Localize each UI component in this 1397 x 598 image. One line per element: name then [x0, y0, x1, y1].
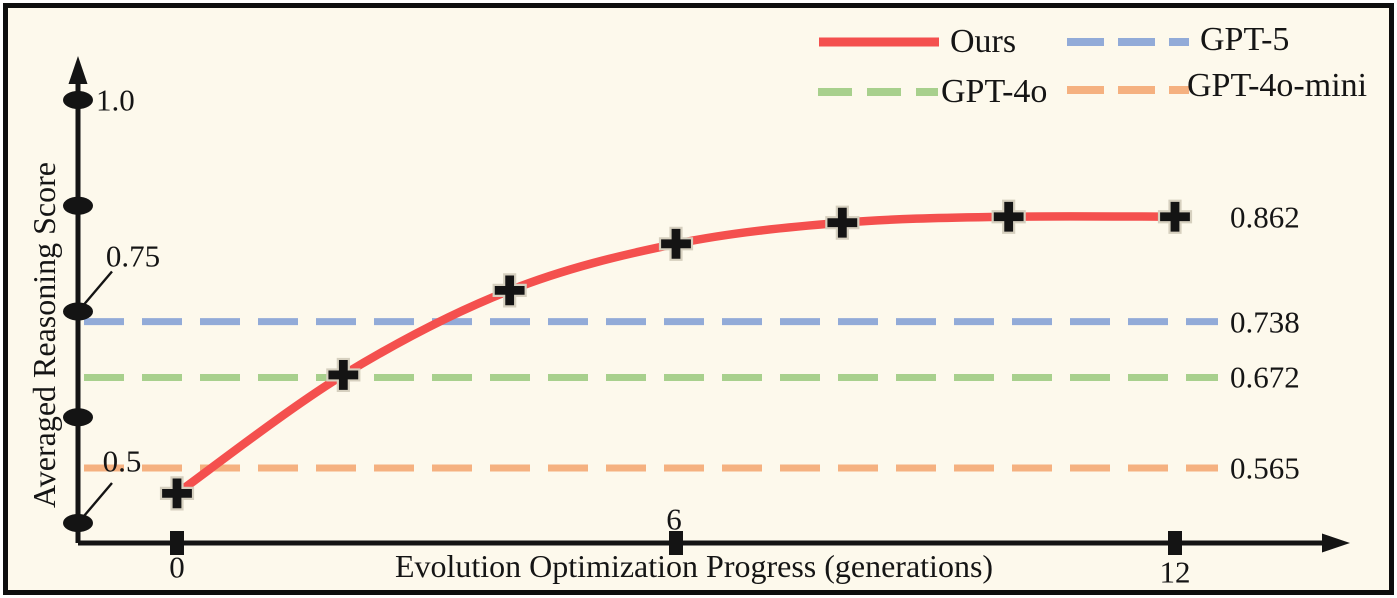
y-tick-label-0-75: 0.75: [105, 238, 161, 274]
value-label-gpt-5: 0.738: [1230, 304, 1300, 340]
value-label-gpt-4o-mini: 0.565: [1230, 450, 1300, 486]
legend-label-gpt-4o-mini: GPT-4o-mini: [1187, 67, 1368, 104]
x-tick-label-6: 6: [666, 501, 682, 537]
legend-line-gpt-4o: [818, 88, 938, 96]
legend-label-gpt-4o: GPT-4o: [941, 73, 1048, 110]
x-axis-title: Evolution Optimization Progress (generat…: [394, 548, 994, 584]
x-tick-label-12: 12: [1159, 554, 1191, 590]
x-tick-label-0: 0: [169, 549, 185, 585]
legend-line-gpt-5: [1067, 38, 1189, 46]
value-label-gpt-4o: 0.672: [1230, 359, 1300, 395]
legend-line-gpt-4o-mini: [1067, 86, 1189, 94]
legend-label-gpt-5: GPT-5: [1200, 21, 1290, 58]
y-tick-label-1-0: 1.0: [96, 82, 135, 118]
figure-border: [3, 3, 1394, 595]
legend-line-ours: [819, 37, 939, 47]
y-axis-title: Averaged Reasoning Score: [26, 162, 62, 508]
legend-label-ours: Ours: [950, 23, 1017, 60]
end-value-label-ours: 0.862: [1230, 199, 1300, 235]
y-tick-label-0-5: 0.5: [102, 443, 142, 479]
